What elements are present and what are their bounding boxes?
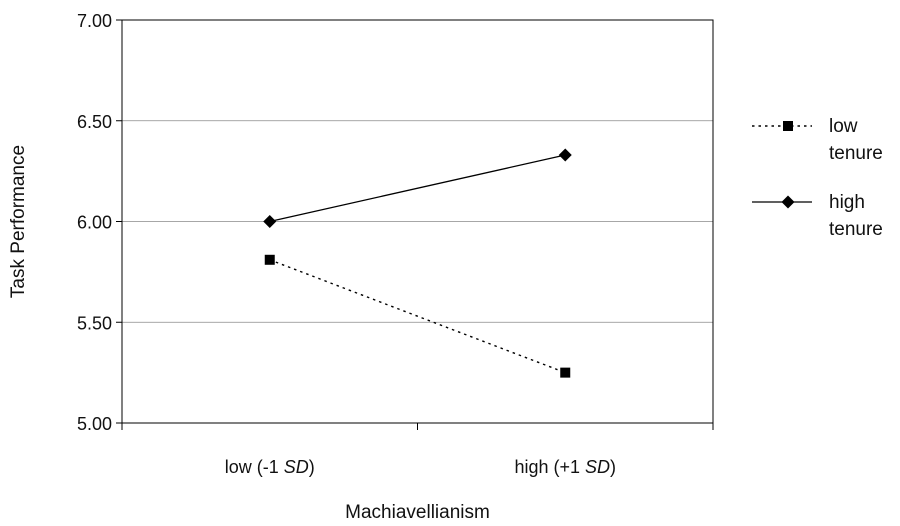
y-tick-label: 5.00 [77, 414, 112, 434]
y-tick-label: 6.00 [77, 213, 112, 233]
y-axis-label: Task Performance [8, 145, 29, 298]
data-point [264, 254, 275, 265]
legend-marker [783, 121, 793, 131]
y-tick-label: 5.50 [77, 313, 112, 333]
axes: 5.00 5.50 6.00 6.50 7.00 low (-1 SD) high (+1 … [77, 11, 714, 477]
y-tick-label: 7.00 [77, 11, 112, 31]
y-tick-label: 6.50 [77, 112, 112, 132]
legend-label: tenure [829, 143, 883, 164]
gridlines [122, 120, 713, 323]
x-axis-label: Machiavellianism [345, 502, 490, 523]
legend: low tenure high tenure [752, 116, 883, 240]
data-point [560, 367, 571, 378]
series-group [263, 148, 572, 378]
legend-marker [781, 195, 795, 209]
data-point [263, 215, 277, 228]
legend-entry: low tenure [752, 116, 883, 164]
data-point [558, 148, 572, 162]
series-line [269, 259, 566, 374]
legend-label: high [829, 192, 865, 213]
legend-label: low [829, 116, 858, 137]
legend-label: tenure [829, 219, 883, 240]
legend-entry: high tenure [752, 192, 883, 240]
x-tick-label: high (+1 SD) [514, 457, 616, 477]
series-1 [263, 148, 572, 228]
series-0 [264, 254, 571, 378]
x-tick-label: low (-1 SD) [225, 457, 315, 477]
series-line [269, 154, 566, 223]
